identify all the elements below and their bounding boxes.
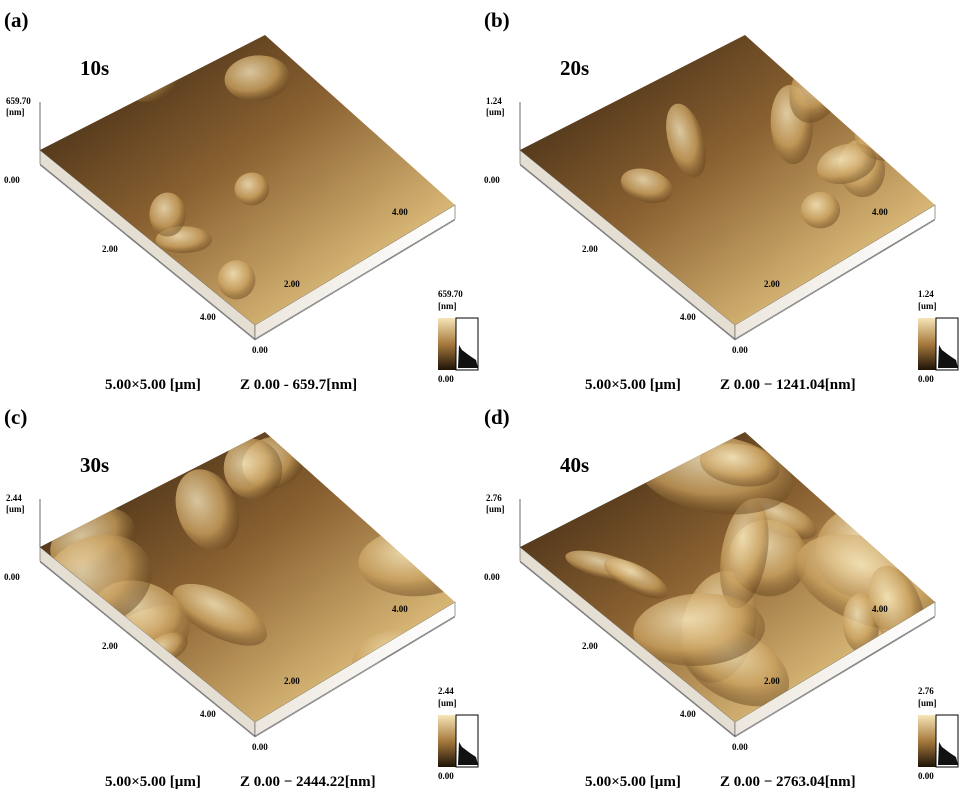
y-tick-label: 2.00 — [582, 244, 598, 254]
panel-label: (c) — [4, 405, 27, 429]
x-tick-label: 2.00 — [764, 676, 780, 686]
z-max-label: 1.24 — [486, 96, 502, 106]
colorbar-max: 2.76 — [918, 686, 934, 696]
z-unit-label: [um] — [486, 504, 505, 514]
colorbar — [438, 318, 456, 370]
y-tick-label: 2.00 — [582, 641, 598, 651]
surface-texture — [561, 424, 960, 723]
scan-size: 5.00×5.00 [µm] — [105, 377, 201, 393]
afm-panel: 2.76[um]0.002.004.000.002.004.002.76[um]… — [484, 405, 960, 790]
z-max-label: 2.76 — [486, 493, 502, 503]
y-tick-label: 4.00 — [680, 709, 696, 719]
x-tick-label: 2.00 — [284, 279, 300, 289]
colorbar-unit: [um] — [918, 301, 937, 311]
scan-size: 5.00×5.00 [µm] — [585, 377, 681, 393]
panel-label: (d) — [484, 405, 510, 429]
y-tick-label: 4.00 — [680, 312, 696, 322]
x-tick-label: 4.00 — [872, 604, 888, 614]
afm-panel: 659.70[nm]0.002.004.000.002.004.00659.70… — [4, 8, 478, 393]
colorbar-unit: [um] — [918, 698, 937, 708]
x-tick-label: 4.00 — [872, 207, 888, 217]
y-tick-label: 2.00 — [102, 244, 118, 254]
colorbar-max: 1.24 — [918, 289, 934, 299]
afm-panel: 1.24[um]0.002.004.000.002.004.001.24[um]… — [484, 8, 958, 393]
x-tick-label: 2.00 — [764, 279, 780, 289]
z-min-label: 0.00 — [484, 572, 500, 582]
colorbar-max: 2.44 — [438, 686, 454, 696]
colorbar-unit: [nm] — [438, 301, 457, 311]
y-tick-label: 2.00 — [102, 641, 118, 651]
panel-label: (a) — [4, 8, 29, 32]
panel-label: (b) — [484, 8, 510, 32]
x-tick-label: 4.00 — [392, 207, 408, 217]
colorbar — [438, 715, 456, 767]
z-max-label: 659.70 — [6, 96, 31, 106]
z-min-label: 0.00 — [484, 175, 500, 185]
z-unit-label: [um] — [486, 107, 505, 117]
z-range: Z 0.00 − 2763.04[nm] — [720, 774, 856, 790]
surface-feature — [97, 437, 192, 477]
z-min-label: 0.00 — [4, 572, 20, 582]
colorbar-max: 659.70 — [438, 289, 463, 299]
origin-label: 0.00 — [252, 742, 268, 752]
colorbar — [918, 715, 936, 767]
z-range: Z 0.00 − 2444.22[nm] — [240, 774, 376, 790]
colorbar-unit: [um] — [438, 698, 457, 708]
figure: 659.70[nm]0.002.004.000.002.004.00659.70… — [0, 0, 960, 794]
y-tick-label: 4.00 — [200, 709, 216, 719]
origin-label: 0.00 — [732, 345, 748, 355]
x-tick-label: 4.00 — [392, 604, 408, 614]
time-label: 20s — [560, 56, 589, 80]
time-label: 40s — [560, 453, 589, 477]
origin-label: 0.00 — [252, 345, 268, 355]
colorbar-min: 0.00 — [438, 374, 454, 384]
colorbar-min: 0.00 — [438, 771, 454, 781]
z-range: Z 0.00 − 1241.04[nm] — [720, 377, 856, 393]
x-tick-label: 2.00 — [284, 676, 300, 686]
z-unit-label: [um] — [6, 504, 25, 514]
time-label: 10s — [80, 56, 109, 80]
colorbar-min: 0.00 — [918, 771, 934, 781]
colorbar — [918, 318, 936, 370]
z-min-label: 0.00 — [4, 175, 20, 185]
z-unit-label: [nm] — [6, 107, 25, 117]
afm-panel: 2.44[um]0.002.004.000.002.004.002.44[um]… — [4, 405, 478, 790]
time-label: 30s — [80, 453, 109, 477]
scan-size: 5.00×5.00 [µm] — [585, 774, 681, 790]
y-tick-label: 4.00 — [200, 312, 216, 322]
scan-size: 5.00×5.00 [µm] — [105, 774, 201, 790]
z-range: Z 0.00 - 659.7[nm] — [240, 377, 357, 393]
origin-label: 0.00 — [732, 742, 748, 752]
z-max-label: 2.44 — [6, 493, 22, 503]
colorbar-min: 0.00 — [918, 374, 934, 384]
